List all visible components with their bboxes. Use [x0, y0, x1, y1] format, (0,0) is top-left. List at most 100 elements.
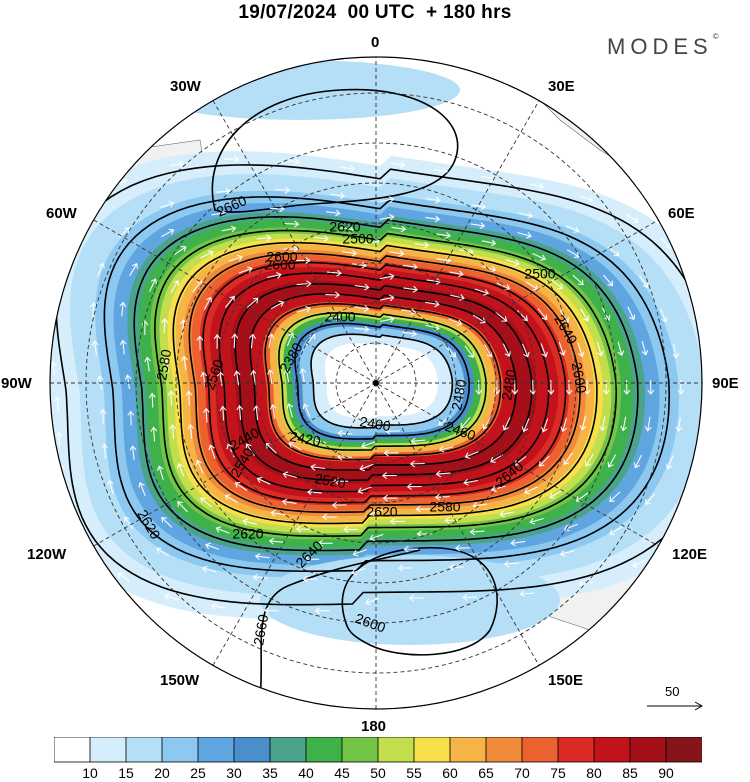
colorbar-swatch: [197, 737, 235, 763]
wind-arrow-232: [529, 379, 537, 395]
colorbar-tick-label: 50: [370, 765, 386, 781]
wind-arrow-71: [518, 212, 533, 219]
wind-arrow-249: [521, 343, 530, 358]
wind-arrow-223: [213, 333, 221, 349]
wind-arrow-79: [633, 454, 642, 469]
wind-arrow-1: [725, 414, 731, 428]
wind-arrow-123: [148, 392, 156, 408]
wind-arrow-217: [357, 486, 372, 494]
wind-arrow-134: [532, 252, 547, 261]
wind-arrow-4: [670, 531, 683, 542]
contour-label: 2580: [429, 499, 460, 515]
wind-arrow-127: [173, 246, 187, 256]
wind-arrow-211: [558, 341, 566, 356]
colorbar-tick-label: 40: [298, 765, 314, 781]
wind-arrow-285: [286, 403, 294, 418]
brand-logo: MODES©: [607, 32, 719, 60]
contour-label: 2500: [342, 231, 373, 247]
wind-arrow-219: [256, 476, 271, 485]
wind-arrow-88: [205, 542, 220, 550]
colorbar: [54, 737, 702, 763]
wind-arrow-47: [503, 560, 519, 568]
wind-arrow-299: [354, 325, 370, 333]
wind-arrow-186: [481, 265, 497, 273]
wind-arrow-143: [444, 516, 460, 524]
wind-arrow-247: [450, 294, 465, 301]
wind-arrow-265: [502, 343, 511, 358]
wind-arrow-196: [331, 501, 347, 509]
contour-7: [218, 272, 550, 493]
colorbar-swatch: [54, 737, 91, 763]
wind-arrow-53: [201, 565, 217, 573]
wind-arrow-206: [352, 261, 367, 269]
wind-arrow-61: [90, 302, 97, 318]
contour-8: [234, 283, 533, 482]
wind-arrow-7: [519, 590, 535, 598]
colorbar-swatch: [125, 737, 163, 763]
wind-arrow-300: [402, 330, 418, 337]
wind-arrow-51: [302, 575, 318, 583]
wind-arrow-176: [187, 423, 195, 439]
wind-arrow-200: [202, 407, 210, 423]
wind-arrow-274: [267, 333, 275, 348]
contour-0: [55, 164, 702, 606]
wind-arrow-126: [149, 278, 158, 292]
contour-label: 2620: [366, 504, 397, 520]
wind-arrow-183: [342, 249, 358, 257]
contour-label: 2600: [264, 257, 295, 273]
wind-arrow-195: [382, 494, 398, 502]
wind-arrow-260: [270, 300, 285, 310]
wind-arrow-157: [314, 235, 329, 242]
wind-arrow-226: [326, 269, 342, 277]
wind-vectors: [50, 155, 731, 615]
wind-arrow-295: [337, 429, 353, 437]
wind-arrow-208: [449, 270, 464, 278]
wind-arrow-28: [224, 155, 240, 163]
wind-arrow-77: [647, 379, 655, 395]
wind-arrow-94: [119, 339, 127, 355]
wind-arrow-289: [379, 316, 395, 323]
wind-arrow-231: [540, 343, 548, 358]
wind-arrow-167: [563, 452, 573, 466]
wind-arrow-161: [505, 258, 520, 267]
wind-arrow-43: [665, 455, 674, 470]
wind-arrow-38: [689, 269, 698, 283]
wind-arrow-54: [156, 547, 169, 557]
wind-arrow-117: [317, 539, 333, 547]
wind-arrow-144: [389, 517, 405, 525]
contour-2: [133, 215, 639, 552]
wind-arrow-221: [219, 405, 227, 421]
contour-4: [172, 241, 598, 525]
wind-arrow-245: [354, 283, 370, 291]
wind-arrow-301: [445, 346, 457, 358]
contour-north-high: [211, 88, 459, 213]
colorbar-tick-label: 70: [514, 765, 530, 781]
lon-label-60w: 60W: [46, 205, 77, 222]
wind-arrow-194: [434, 493, 450, 501]
wind-arrow-3: [700, 494, 702, 507]
wind-arrow-122: [150, 426, 158, 442]
wind-arrow-276: [354, 305, 370, 312]
contour-13: [310, 333, 454, 429]
wind-arrow-27: [169, 160, 185, 168]
contour-label: 2620: [232, 526, 263, 542]
wind-arrow-35: [579, 195, 594, 203]
colorbar-swatch: [449, 737, 487, 763]
wind-arrow-268: [438, 445, 454, 453]
wind-arrow-75: [659, 308, 668, 323]
wind-arrow-284: [311, 436, 327, 444]
contour-south-high: [341, 547, 498, 656]
wind-arrow-141: [549, 490, 563, 499]
wind-arrow-190: [565, 379, 573, 395]
colorbar-tick-label: 10: [82, 765, 98, 781]
contour-10: [264, 302, 502, 461]
wind-arrow-189: [577, 342, 585, 358]
wind-arrow-165: [583, 379, 591, 395]
wind-arrow-147: [242, 518, 258, 525]
wind-arrow-192: [538, 455, 550, 467]
colorbar-swatch: [89, 737, 127, 763]
wind-arrow-42: [675, 417, 683, 433]
wind-arrow-107: [627, 306, 636, 321]
wind-arrow-229: [474, 288, 490, 296]
